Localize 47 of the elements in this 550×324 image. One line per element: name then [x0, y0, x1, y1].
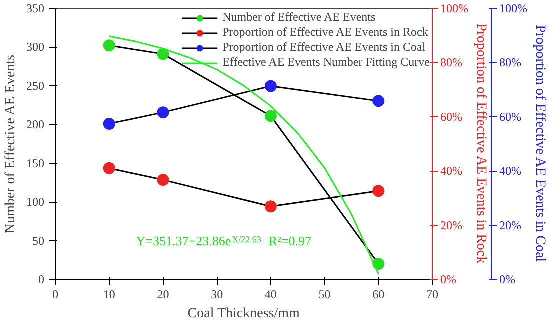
y3-tick-label: 40% [500, 164, 522, 178]
y3-tick-label: 100% [500, 2, 528, 16]
x-axis-title: Coal Thickness/mm [188, 306, 300, 322]
point [103, 162, 116, 174]
legend-label: Effective AE Events Number Fitting Curve [222, 55, 430, 70]
point [103, 118, 116, 130]
y2-tick-label: 0% [440, 272, 456, 286]
y-tick-label: 200 [26, 118, 44, 132]
legend-label: Proportion of Effective AE Events in Rock [222, 25, 428, 40]
point [372, 95, 385, 108]
y2-axis-title: Proportion of Effective AE Events in Rock [473, 24, 488, 264]
y3-tick-label: 0% [500, 272, 516, 286]
x-tick-label: 30 [211, 288, 224, 302]
y2-tick-label: 40% [440, 164, 462, 178]
y-tick-label: 150 [26, 156, 44, 170]
point [103, 40, 116, 52]
y-tick-label: 100 [26, 195, 44, 210]
x-tick-label: 50 [318, 288, 331, 302]
y3-axis-title: Proportion of Effective AE Events in Coal [532, 25, 548, 262]
x-tick-label: 40 [264, 288, 277, 302]
y-tick-label: 350 [26, 2, 44, 16]
point [264, 80, 277, 92]
legend-label: Proportion of Effective AE Events in Coal [222, 40, 426, 55]
y2-tick-label: 60% [440, 110, 462, 124]
x-tick-label: 60 [372, 288, 385, 302]
x-tick-label: 0 [52, 288, 58, 302]
y2-tick-label: 20% [440, 218, 462, 232]
y2-tick-label: 80% [440, 56, 462, 70]
y-axis-title: Number of Effective AE Events [4, 55, 18, 234]
y-tick-label: 0 [38, 272, 44, 286]
y2-tick-label: 100% [440, 2, 468, 16]
x-tick-label: 20 [157, 288, 170, 302]
point [372, 185, 385, 198]
point [157, 48, 170, 60]
y3-tick-label: 20% [500, 218, 522, 232]
y-tick-label: 250 [26, 78, 44, 93]
y-tick-label: 300 [26, 40, 44, 54]
point [157, 174, 170, 186]
y-tick-label: 50 [32, 234, 44, 248]
point [157, 106, 170, 119]
x-tick-label: 10 [103, 288, 116, 302]
point [264, 200, 277, 213]
y3-tick-label: 60% [500, 110, 522, 124]
point [264, 110, 277, 122]
legend-label: Number of Effective AE Events [222, 10, 376, 25]
x-tick-label: 70 [426, 288, 438, 302]
y3-tick-label: 80% [500, 56, 522, 70]
